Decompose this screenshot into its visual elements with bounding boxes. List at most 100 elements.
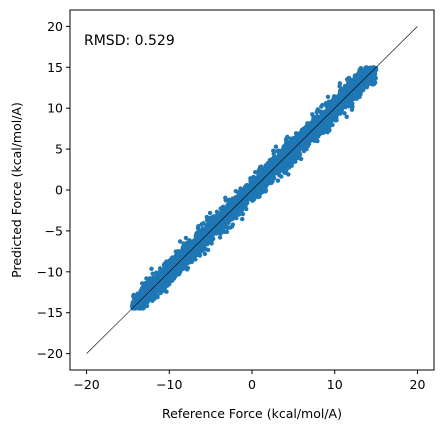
data-point (358, 88, 364, 94)
data-point (169, 263, 174, 269)
data-point (209, 241, 214, 246)
data-point (141, 298, 146, 304)
data-point (326, 125, 332, 130)
data-point (200, 240, 206, 246)
data-point (258, 191, 263, 196)
data-point (284, 156, 289, 162)
data-point (320, 102, 325, 108)
data-point (314, 117, 319, 122)
data-point (264, 177, 269, 183)
data-point (169, 255, 175, 260)
data-point (159, 268, 164, 273)
data-point (233, 188, 239, 194)
data-point (198, 237, 203, 242)
y-tick-label: 10 (47, 101, 63, 116)
data-point (207, 230, 213, 236)
data-point (286, 141, 291, 146)
data-point (351, 80, 356, 85)
y-tick-label: −10 (37, 264, 63, 279)
x-tick-label: 10 (327, 377, 343, 392)
data-point (272, 165, 277, 170)
data-point (164, 260, 169, 265)
rmsd-annotation: RMSD: 0.529 (84, 33, 175, 49)
data-point (236, 208, 242, 214)
data-point (283, 147, 289, 153)
x-tick-label: 20 (410, 377, 426, 392)
data-point (298, 145, 304, 150)
data-point (309, 122, 314, 127)
data-point (239, 199, 245, 204)
data-point (150, 271, 155, 276)
data-point (289, 142, 295, 148)
data-point (255, 194, 260, 200)
data-point (344, 102, 349, 107)
data-point (227, 217, 233, 223)
data-point (185, 265, 191, 271)
data-point (245, 196, 250, 201)
y-tick-label: 0 (55, 183, 63, 198)
data-point (346, 75, 352, 81)
data-point (355, 94, 361, 99)
data-point (130, 300, 135, 305)
data-point (197, 229, 202, 235)
data-point (191, 251, 196, 256)
data-point (318, 116, 324, 122)
data-point (356, 84, 361, 89)
data-point (250, 181, 255, 186)
y-tick-label: 15 (47, 60, 63, 75)
data-point (217, 235, 223, 240)
data-point (275, 178, 281, 183)
data-point (338, 89, 343, 94)
data-point (167, 282, 172, 287)
data-point (290, 150, 296, 156)
data-point (297, 140, 302, 145)
data-point (261, 186, 267, 192)
data-point (218, 206, 223, 211)
data-point (276, 170, 281, 176)
data-point (306, 126, 311, 131)
data-point (280, 162, 285, 167)
data-point (196, 223, 201, 229)
data-point (187, 238, 192, 243)
x-tick-label: −20 (73, 377, 99, 392)
data-point (260, 182, 266, 187)
data-point (288, 136, 293, 141)
data-point (176, 256, 181, 261)
data-point (201, 231, 207, 236)
data-point (238, 203, 243, 208)
data-point (203, 247, 209, 252)
data-point (286, 172, 291, 177)
data-point (238, 186, 243, 191)
data-point (271, 175, 276, 180)
data-point (240, 192, 246, 198)
data-point (339, 105, 344, 111)
data-point (177, 239, 183, 244)
data-point (178, 266, 183, 271)
data-point (215, 229, 221, 235)
data-point (225, 225, 230, 231)
data-point (227, 199, 233, 204)
data-point (280, 166, 285, 172)
data-point (197, 253, 203, 258)
y-tick-label: −15 (37, 305, 63, 320)
data-point (130, 306, 136, 311)
data-point (342, 111, 347, 116)
data-point (143, 281, 148, 286)
data-point (326, 108, 332, 114)
data-point (156, 286, 162, 292)
data-point (297, 152, 303, 157)
y-tick-label: −5 (45, 223, 63, 238)
data-point (205, 239, 211, 244)
data-point (300, 130, 306, 135)
data-point (289, 163, 294, 168)
data-point (338, 101, 343, 107)
data-point (202, 251, 208, 257)
data-point (287, 159, 292, 164)
data-point (368, 80, 374, 86)
data-point (342, 83, 348, 89)
data-point (201, 221, 206, 226)
data-point (297, 156, 302, 161)
data-point (142, 285, 148, 290)
data-point (273, 144, 279, 149)
